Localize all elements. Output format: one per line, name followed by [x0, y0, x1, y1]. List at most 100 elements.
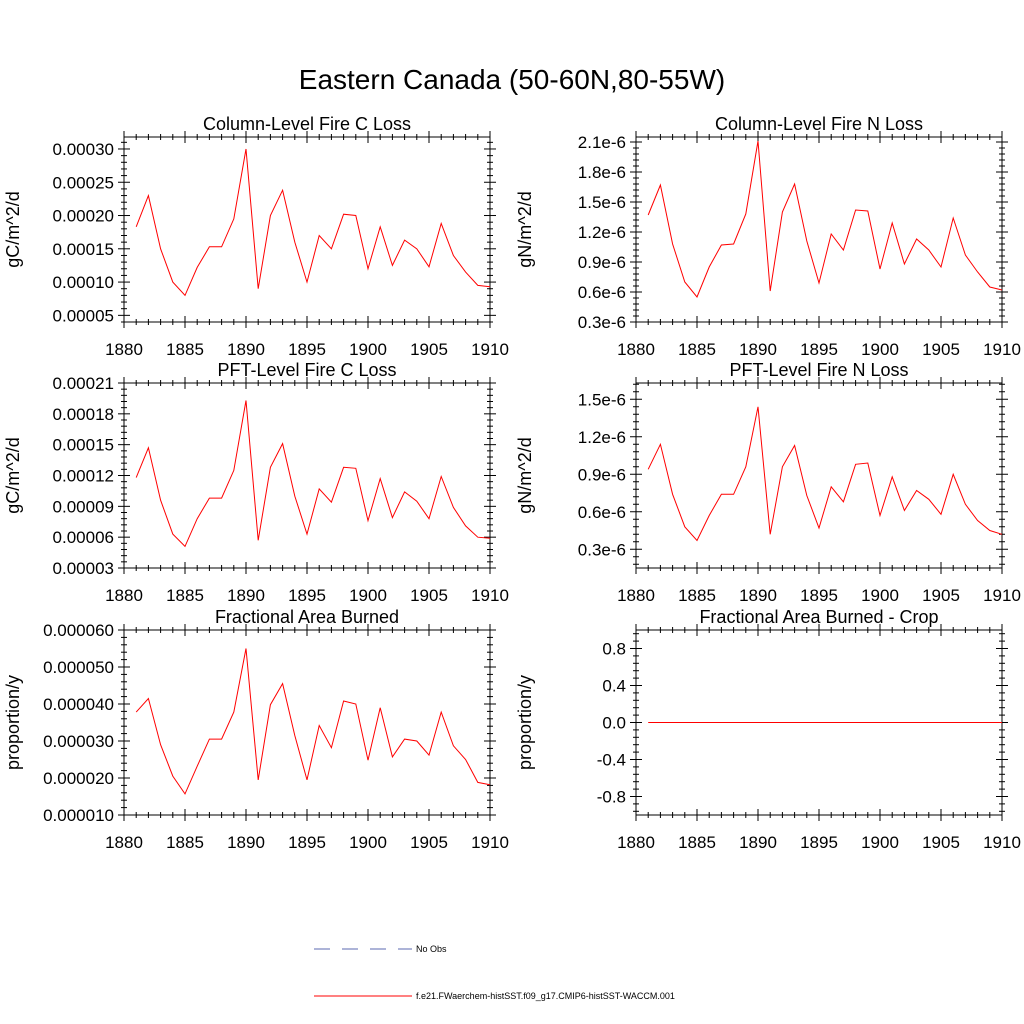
plot-frame: [123, 136, 491, 323]
x-tick-label: 1880: [617, 340, 655, 359]
legend-no-obs-label: No Obs: [416, 944, 447, 954]
y-tick-label: 0.9e-6: [578, 253, 626, 272]
y-tick-label: 0.6e-6: [578, 283, 626, 302]
x-tick-label: 1885: [166, 340, 204, 359]
y-tick-label: 0.3e-6: [578, 313, 626, 332]
y-axis-label: proportion/y: [515, 675, 535, 770]
x-tick-label: 1890: [227, 586, 265, 605]
series-line: [647, 406, 1003, 542]
y-tick-label: 0.000040: [43, 695, 114, 714]
x-tick-label: 1905: [410, 833, 448, 852]
y-tick-label: 0.00003: [53, 559, 114, 578]
chart-panel-1: Column-Level Fire C Loss gC/m^2/d 1880 1885…: [3, 114, 509, 359]
x-tick-label: 1900: [349, 833, 387, 852]
panel-title: Fractional Area Burned - Crop: [699, 607, 938, 627]
chart-panel-2: Column-Level Fire N Loss gN/m^2/d 1880 1885…: [515, 114, 1021, 359]
panel-title: PFT-Level Fire C Loss: [217, 360, 396, 380]
x-tick-label: 1900: [861, 833, 899, 852]
y-tick-label: 0.00015: [53, 240, 114, 259]
y-tick-label: 0.00010: [53, 273, 114, 292]
chart-panel-3: PFT-Level Fire C Loss gC/m^2/d 1880 1885 189…: [3, 360, 509, 605]
x-tick-label: 1900: [349, 586, 387, 605]
x-tick-label: 1895: [288, 340, 326, 359]
x-tick-label: 1910: [471, 833, 509, 852]
series-line: [135, 400, 491, 548]
y-tick-label: 0.6e-6: [578, 503, 626, 522]
y-tick-label: 0.00025: [53, 173, 114, 192]
x-tick-label: 1895: [800, 340, 838, 359]
x-tick-label: 1910: [983, 340, 1021, 359]
y-tick-label: 0.8: [602, 640, 626, 659]
legend: No Obs f.e21.FWaerchem-histSST.f09_g17.C…: [314, 944, 675, 1001]
y-tick-label: -0.4: [597, 751, 626, 770]
y-axis-label: gN/m^2/d: [515, 437, 535, 513]
x-tick-label: 1900: [861, 586, 899, 605]
x-tick-label: 1885: [678, 340, 716, 359]
y-axis-label: gN/m^2/d: [515, 191, 535, 267]
x-tick-label: 1880: [105, 340, 143, 359]
x-tick-label: 1895: [288, 833, 326, 852]
y-tick-label: 0.00005: [53, 306, 114, 325]
x-tick-label: 1885: [166, 833, 204, 852]
y-tick-label: 0.000010: [43, 806, 114, 825]
y-axis-label: gC/m^2/d: [3, 437, 23, 513]
y-tick-label: 0.4: [602, 677, 626, 696]
series-line: [647, 140, 1003, 298]
y-tick-label: 0.000060: [43, 621, 114, 640]
y-tick-label: 0.3e-6: [578, 540, 626, 559]
y-tick-label: 1.8e-6: [578, 163, 626, 182]
y-tick-label: 0.00006: [53, 528, 114, 547]
x-tick-label: 1890: [739, 340, 777, 359]
y-tick-label: 0.00015: [53, 436, 114, 455]
x-tick-label: 1895: [288, 586, 326, 605]
y-tick-label: 0.00012: [53, 467, 114, 486]
x-tick-label: 1905: [922, 833, 960, 852]
panel-title: Column-Level Fire C Loss: [203, 114, 411, 134]
plot-frame: [635, 136, 1003, 323]
y-tick-label: 0.00020: [53, 207, 114, 226]
y-tick-label: 2.1e-6: [578, 133, 626, 152]
y-tick-label: 0.00021: [53, 374, 114, 393]
x-tick-label: 1890: [227, 340, 265, 359]
x-tick-label: 1905: [410, 340, 448, 359]
y-tick-label: 1.5e-6: [578, 193, 626, 212]
y-tick-label: 0.0: [602, 714, 626, 733]
x-tick-label: 1880: [617, 586, 655, 605]
x-tick-label: 1910: [983, 833, 1021, 852]
x-tick-label: 1880: [105, 833, 143, 852]
series-line: [135, 148, 491, 297]
plot-frame: [123, 629, 491, 816]
x-tick-label: 1890: [739, 586, 777, 605]
x-tick-label: 1900: [349, 340, 387, 359]
x-tick-label: 1880: [617, 833, 655, 852]
y-tick-label: 1.2e-6: [578, 428, 626, 447]
plot-frame: [635, 382, 1003, 569]
y-axis-label: gC/m^2/d: [3, 191, 23, 267]
x-tick-label: 1895: [800, 833, 838, 852]
x-tick-label: 1885: [166, 586, 204, 605]
y-axis-label: proportion/y: [3, 675, 23, 770]
chart-panel-6: Fractional Area Burned - Crop proportion/…: [515, 607, 1021, 852]
panel-title: Column-Level Fire N Loss: [715, 114, 923, 134]
x-tick-label: 1885: [678, 586, 716, 605]
x-tick-label: 1895: [800, 586, 838, 605]
y-tick-label: -0.8: [597, 788, 626, 807]
y-tick-label: 0.9e-6: [578, 465, 626, 484]
x-tick-label: 1905: [922, 340, 960, 359]
x-tick-label: 1890: [739, 833, 777, 852]
series-line: [135, 648, 491, 795]
y-tick-label: 0.000050: [43, 658, 114, 677]
x-tick-label: 1905: [410, 586, 448, 605]
y-tick-label: 1.5e-6: [578, 390, 626, 409]
panel-title: Fractional Area Burned: [215, 607, 399, 627]
x-tick-label: 1885: [678, 833, 716, 852]
chart-panel-4: PFT-Level Fire N Loss gN/m^2/d 1880 1885 189…: [515, 360, 1021, 605]
legend-model-label: f.e21.FWaerchem-histSST.f09_g17.CMIP6-hi…: [416, 991, 675, 1001]
x-tick-label: 1910: [471, 586, 509, 605]
chart-panel-5: Fractional Area Burned proportion/y 1880 18…: [3, 607, 509, 852]
x-tick-label: 1905: [922, 586, 960, 605]
figure-title: Eastern Canada (50-60N,80-55W): [298, 64, 726, 95]
y-tick-label: 0.000020: [43, 769, 114, 788]
y-tick-label: 1.2e-6: [578, 223, 626, 242]
